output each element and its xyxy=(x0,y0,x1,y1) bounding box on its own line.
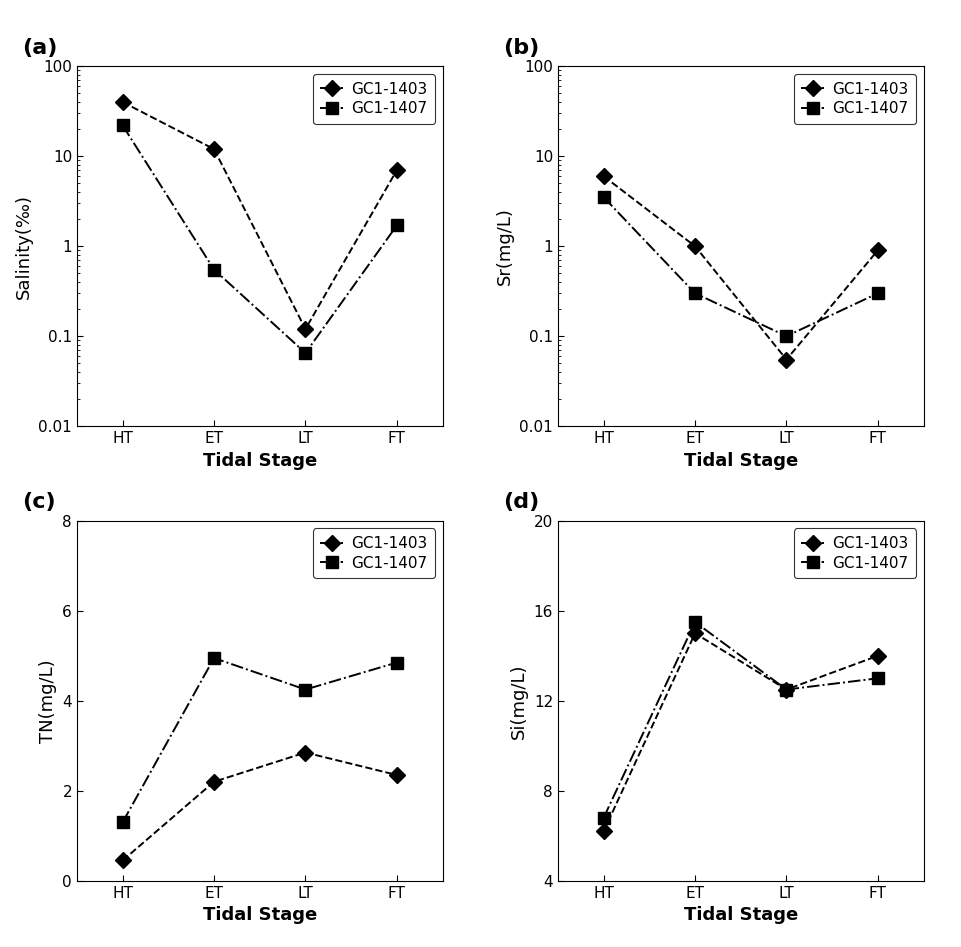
GC1-1407 xyxy=(117,816,129,828)
GC1-1407 xyxy=(871,672,882,684)
GC1-1403 xyxy=(209,143,220,154)
Y-axis label: Si(mg/L): Si(mg/L) xyxy=(509,663,528,739)
Line: GC1-1403: GC1-1403 xyxy=(117,97,402,334)
Line: GC1-1403: GC1-1403 xyxy=(598,628,882,837)
X-axis label: Tidal Stage: Tidal Stage xyxy=(683,906,797,924)
GC1-1407 xyxy=(209,264,220,276)
Line: GC1-1407: GC1-1407 xyxy=(598,616,882,823)
GC1-1403 xyxy=(300,323,311,334)
X-axis label: Tidal Stage: Tidal Stage xyxy=(683,452,797,470)
Line: GC1-1407: GC1-1407 xyxy=(117,120,402,359)
GC1-1407 xyxy=(780,331,792,342)
GC1-1403 xyxy=(871,651,882,662)
GC1-1407 xyxy=(391,657,403,669)
Y-axis label: Salinity(‰): Salinity(‰) xyxy=(14,194,33,298)
GC1-1403 xyxy=(300,747,311,759)
Line: GC1-1407: GC1-1407 xyxy=(598,191,882,342)
Line: GC1-1403: GC1-1403 xyxy=(598,170,882,366)
GC1-1407 xyxy=(598,191,609,203)
X-axis label: Tidal Stage: Tidal Stage xyxy=(203,452,316,470)
GC1-1403 xyxy=(209,777,220,788)
GC1-1407 xyxy=(300,348,311,359)
GC1-1407 xyxy=(598,812,609,823)
GC1-1407 xyxy=(871,288,882,299)
Text: (b): (b) xyxy=(503,38,539,58)
GC1-1407 xyxy=(300,684,311,695)
GC1-1403 xyxy=(391,769,403,780)
Line: GC1-1407: GC1-1407 xyxy=(117,652,402,828)
GC1-1407 xyxy=(391,220,403,231)
Text: (c): (c) xyxy=(22,492,56,512)
Line: GC1-1403: GC1-1403 xyxy=(117,747,402,866)
Legend: GC1-1403, GC1-1407: GC1-1403, GC1-1407 xyxy=(793,74,915,124)
GC1-1407 xyxy=(688,288,700,299)
GC1-1403 xyxy=(688,241,700,252)
GC1-1407 xyxy=(780,684,792,695)
GC1-1403 xyxy=(598,826,609,837)
Y-axis label: Sr(mg/L): Sr(mg/L) xyxy=(495,207,513,285)
GC1-1403 xyxy=(598,170,609,182)
Legend: GC1-1403, GC1-1407: GC1-1403, GC1-1407 xyxy=(312,74,434,124)
GC1-1403 xyxy=(780,354,792,366)
Legend: GC1-1403, GC1-1407: GC1-1403, GC1-1407 xyxy=(312,528,434,579)
Text: (a): (a) xyxy=(22,38,58,58)
GC1-1407 xyxy=(688,616,700,628)
GC1-1403 xyxy=(780,684,792,695)
GC1-1403 xyxy=(391,165,403,176)
X-axis label: Tidal Stage: Tidal Stage xyxy=(203,906,316,924)
GC1-1407 xyxy=(117,119,129,131)
GC1-1403 xyxy=(117,97,129,108)
Text: (d): (d) xyxy=(503,492,539,512)
Y-axis label: TN(mg/L): TN(mg/L) xyxy=(38,659,57,742)
Legend: GC1-1403, GC1-1407: GC1-1403, GC1-1407 xyxy=(793,528,915,579)
GC1-1403 xyxy=(688,628,700,639)
GC1-1403 xyxy=(117,855,129,867)
GC1-1403 xyxy=(871,244,882,256)
GC1-1407 xyxy=(209,652,220,664)
